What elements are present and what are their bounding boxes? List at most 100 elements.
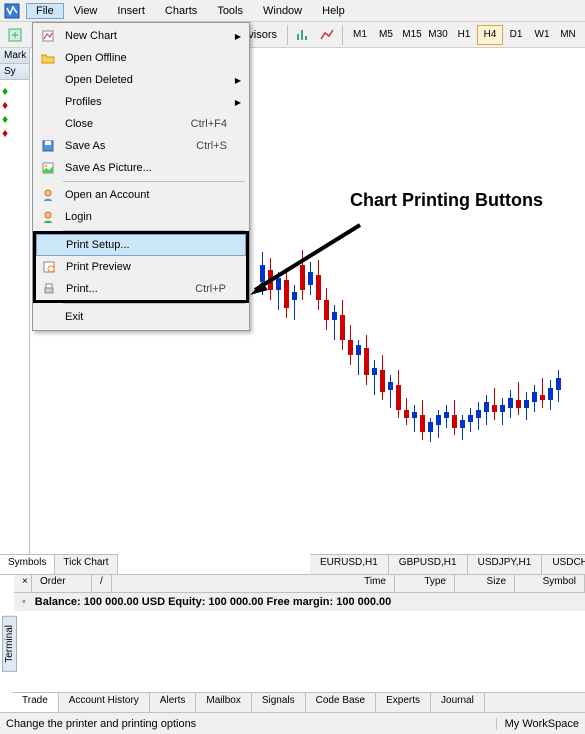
term-col-size[interactable]: Size (455, 575, 515, 592)
terminal-tabs: TradeAccount HistoryAlertsMailboxSignals… (12, 692, 585, 712)
chart-tab[interactable]: USDCHF,H1 (542, 555, 585, 574)
statusbar: Change the printer and printing options … (0, 712, 585, 734)
candle-body (428, 422, 433, 432)
tb-icon-1[interactable] (4, 24, 26, 46)
terminal-tab-journal[interactable]: Journal (431, 693, 485, 712)
term-col-symbol[interactable]: Symbol (515, 575, 585, 592)
candle-wick (494, 388, 495, 420)
folder-icon (41, 51, 55, 65)
candle-wick (542, 378, 543, 408)
timeframe-h1[interactable]: H1 (451, 25, 477, 45)
picture-icon (41, 161, 55, 175)
terminal-tab-alerts[interactable]: Alerts (150, 693, 197, 712)
menu-window[interactable]: Window (253, 3, 312, 19)
menu-view[interactable]: View (64, 3, 108, 19)
candle-wick (518, 382, 519, 415)
terminal-tab-account-history[interactable]: Account History (59, 693, 150, 712)
menu-exit[interactable]: Exit (35, 306, 247, 328)
candle-wick (374, 360, 375, 395)
menu-open-offline[interactable]: Open Offline (35, 47, 247, 69)
symbol-arrow-down[interactable]: ♦ (2, 126, 27, 140)
candle-body (460, 420, 465, 428)
tab-symbols[interactable]: Symbols (0, 555, 55, 574)
term-col-time[interactable]: Time (112, 575, 395, 592)
term-col-type[interactable]: Type (395, 575, 455, 592)
term-col-x[interactable]: × (14, 575, 32, 592)
status-right: My WorkSpace (496, 718, 579, 730)
menu-file[interactable]: File (26, 3, 64, 19)
terminal-tab-experts[interactable]: Experts (376, 693, 431, 712)
terminal-tab-code-base[interactable]: Code Base (306, 693, 376, 712)
candle-wick (390, 375, 391, 408)
market-watch-column: Sy (0, 64, 29, 80)
timeframe-h4[interactable]: H4 (477, 25, 503, 45)
chart-tab[interactable]: GBPUSD,H1 (389, 555, 468, 574)
candle-body (548, 388, 553, 400)
annotation-arrow (250, 220, 370, 300)
candle-body (484, 402, 489, 412)
app-icon (4, 3, 20, 19)
preview-icon (42, 260, 56, 274)
menu-help[interactable]: Help (312, 3, 355, 19)
candle-body (404, 410, 409, 418)
candle-body (492, 405, 497, 412)
candle-body (452, 415, 457, 428)
candle-body (500, 405, 505, 412)
menu-close[interactable]: CloseCtrl+F4 (35, 113, 247, 135)
candle-body (348, 340, 353, 355)
candle-body (524, 400, 529, 408)
menu-open-deleted[interactable]: Open Deleted▶ (35, 69, 247, 91)
menu-save-as[interactable]: Save AsCtrl+S (35, 135, 247, 157)
status-left: Change the printer and printing options (6, 718, 496, 730)
timeframe-m30[interactable]: M30 (425, 25, 451, 45)
market-watch-body: ♦ ♦ ♦ ♦ (0, 80, 29, 144)
terminal-header: × Order / Time Type Size Symbol (14, 575, 585, 593)
candle-wick (334, 305, 335, 340)
symbol-arrow-down[interactable]: ♦ (2, 98, 27, 112)
timeframe-d1[interactable]: D1 (503, 25, 529, 45)
terminal-tab-trade[interactable]: Trade (12, 693, 59, 712)
candle-body (516, 400, 521, 408)
menu-login[interactable]: Login (35, 206, 247, 228)
menu-print-setup[interactable]: Print Setup... (36, 234, 246, 256)
timeframe-m1[interactable]: M1 (347, 25, 373, 45)
timeframe-mn[interactable]: MN (555, 25, 581, 45)
menu-save-as-picture[interactable]: Save As Picture... (35, 157, 247, 179)
menu-open-account[interactable]: Open an Account (35, 184, 247, 206)
candle-body (396, 385, 401, 410)
terminal-balance-row[interactable]: ◦ Balance: 100 000.00 USD Equity: 100 00… (14, 593, 585, 611)
tab-tick-chart[interactable]: Tick Chart (55, 555, 117, 574)
menu-charts[interactable]: Charts (155, 3, 207, 19)
menu-insert[interactable]: Insert (107, 3, 155, 19)
candle-body (420, 415, 425, 432)
candle-body (468, 415, 473, 422)
menu-print[interactable]: Print...Ctrl+P (36, 278, 246, 300)
timeframe-w1[interactable]: W1 (529, 25, 555, 45)
terminal-panel: Terminal × Order / Time Type Size Symbol… (0, 574, 585, 712)
candle-body (436, 415, 441, 425)
candle-body (556, 378, 561, 390)
term-col-sort[interactable]: / (92, 575, 112, 592)
menu-tools[interactable]: Tools (207, 3, 253, 19)
candle-body (508, 398, 513, 408)
menu-profiles[interactable]: Profiles▶ (35, 91, 247, 113)
chart-tab[interactable]: USDJPY,H1 (468, 555, 543, 574)
tb-chart-icon-2[interactable] (316, 24, 338, 46)
timeframe-m15[interactable]: M15 (399, 25, 425, 45)
term-col-order[interactable]: Order (32, 575, 92, 592)
login-icon (41, 210, 55, 224)
symbol-arrow-up[interactable]: ♦ (2, 112, 27, 126)
chart-tab[interactable]: EURUSD,H1 (310, 555, 389, 574)
candle-body (340, 315, 345, 340)
candle-body (444, 412, 449, 418)
menu-print-preview[interactable]: Print Preview (36, 256, 246, 278)
candle-body (476, 410, 481, 418)
terminal-tab-mailbox[interactable]: Mailbox (196, 693, 251, 712)
market-watch-tabs: Symbols Tick Chart (0, 554, 118, 574)
menu-new-chart[interactable]: New Chart▶ (35, 25, 247, 47)
candle-body (380, 370, 385, 392)
timeframe-m5[interactable]: M5 (373, 25, 399, 45)
tb-chart-icon-1[interactable] (292, 24, 314, 46)
symbol-arrow-up[interactable]: ♦ (2, 84, 27, 98)
terminal-tab-signals[interactable]: Signals (252, 693, 306, 712)
